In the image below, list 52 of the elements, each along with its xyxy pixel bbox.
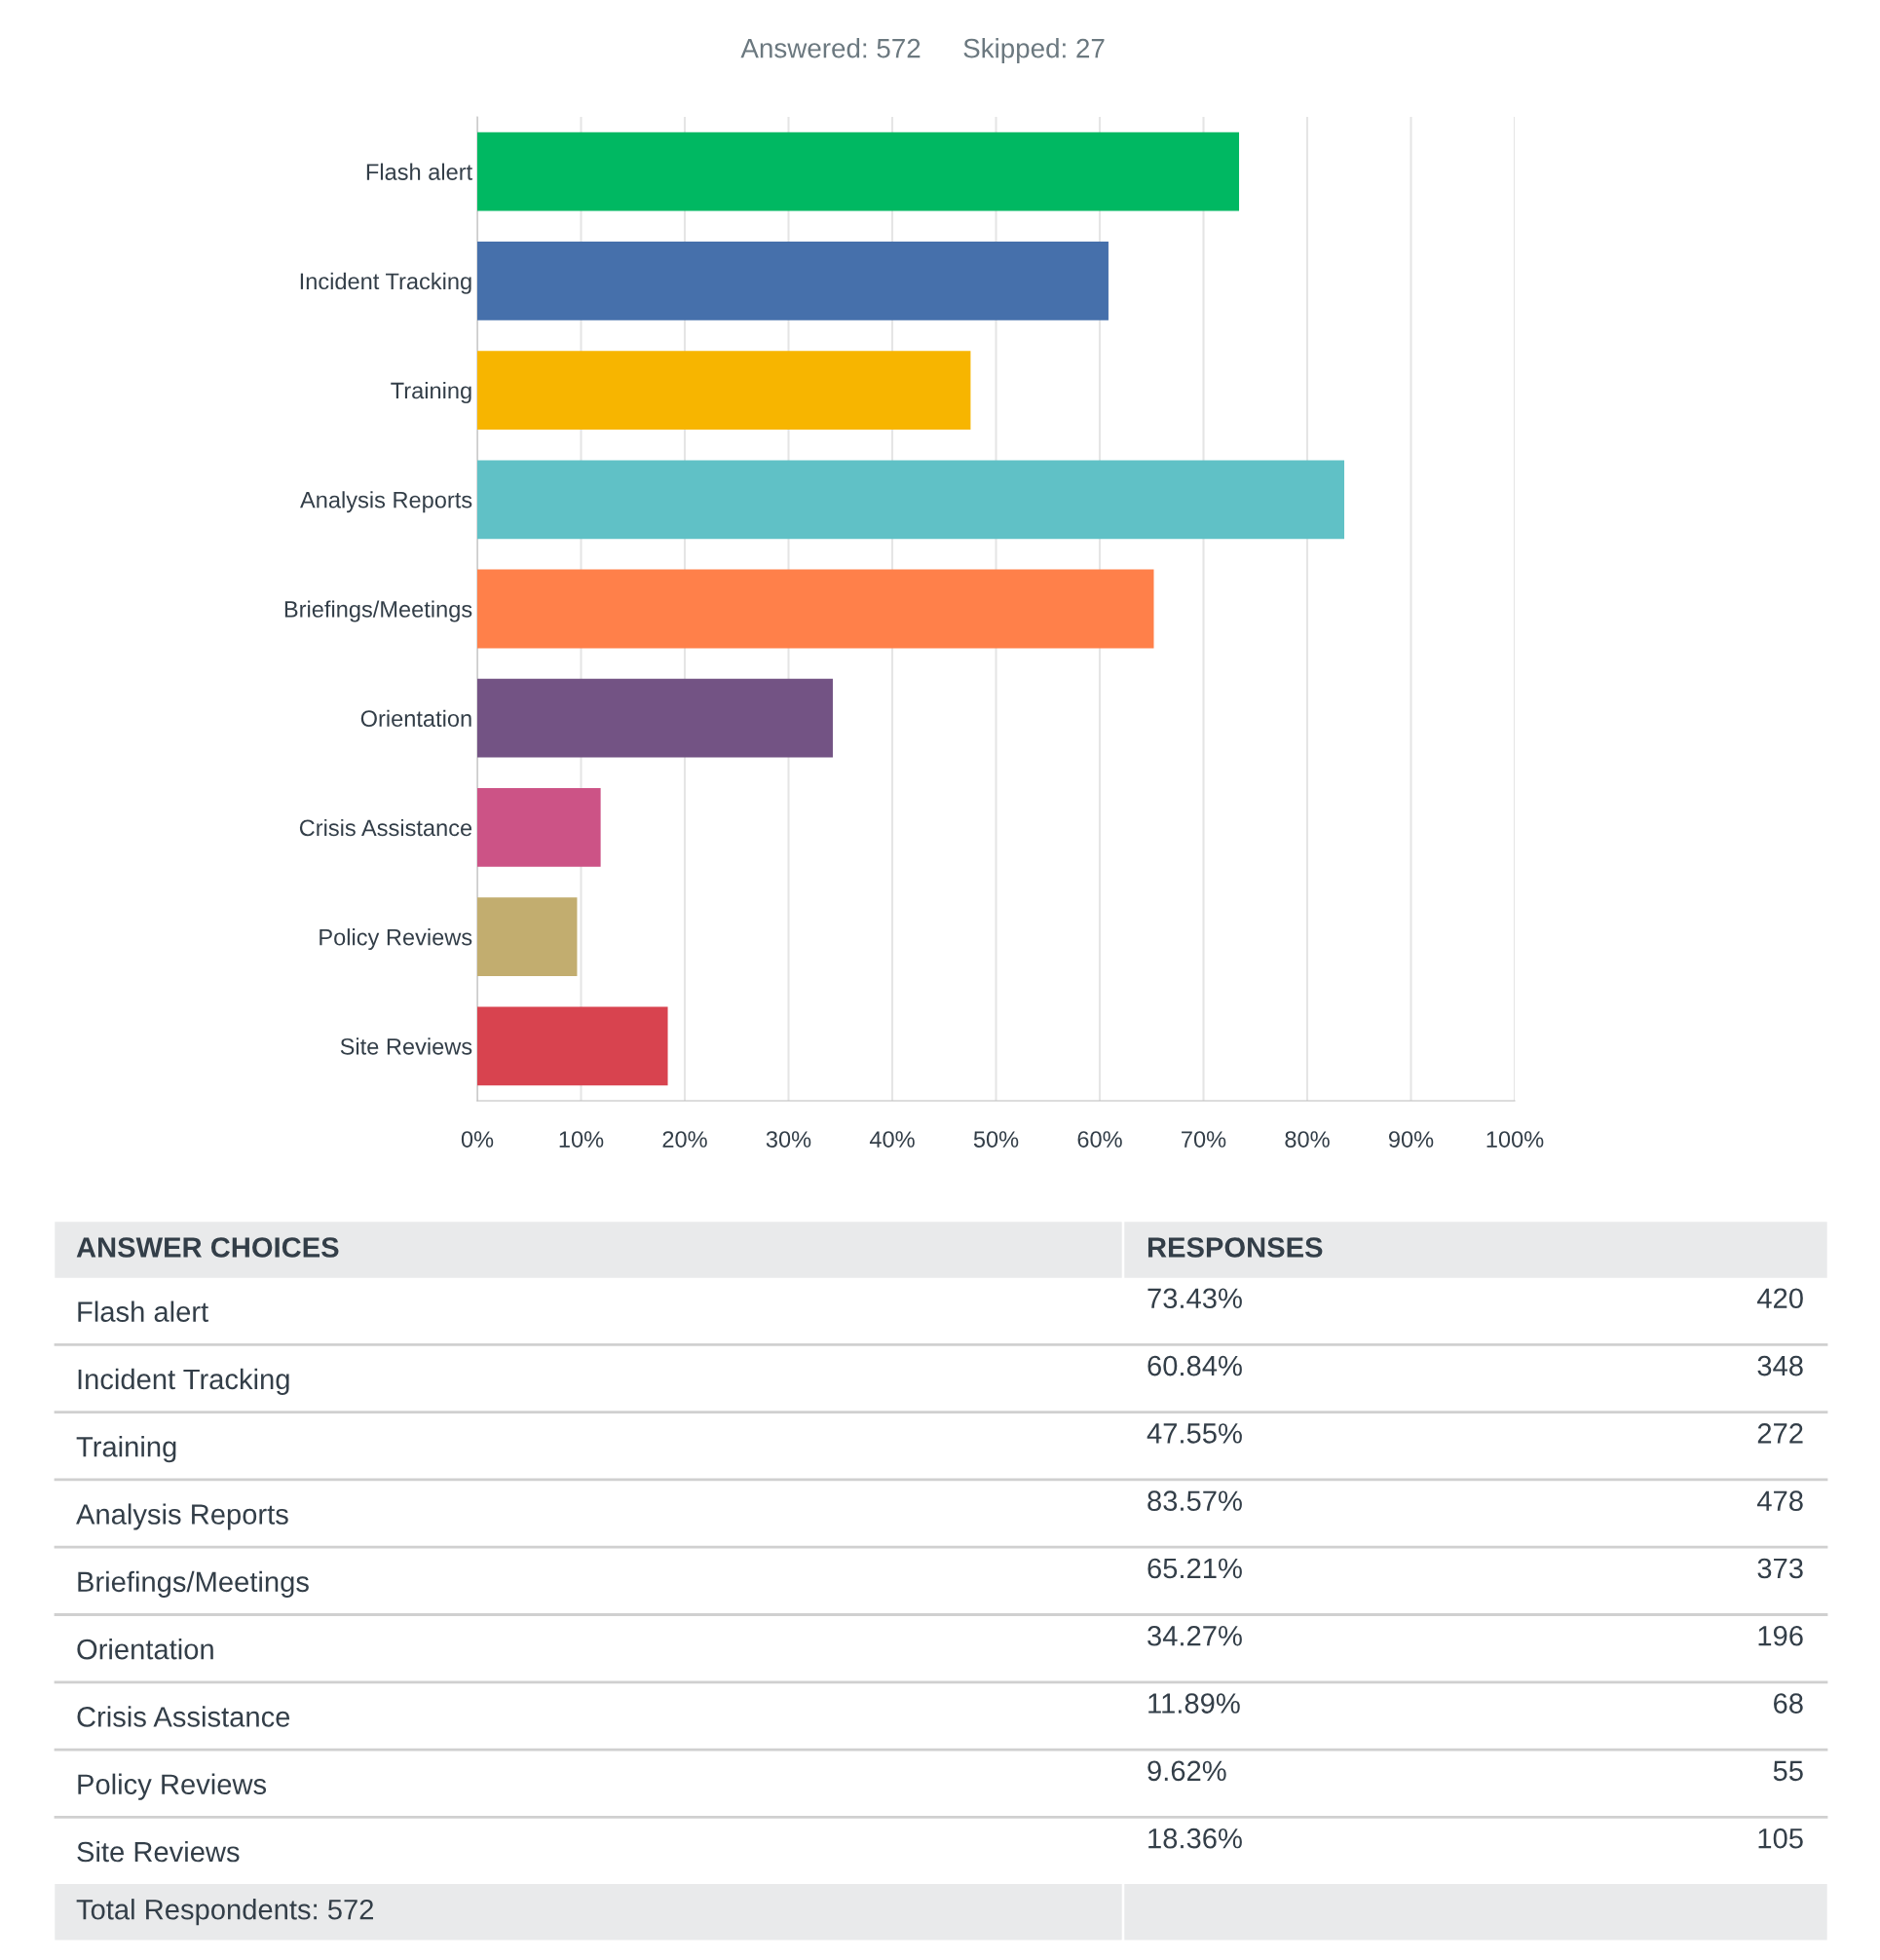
y-tick-label: Policy Reviews bbox=[320, 928, 472, 951]
text: ANSWER CHOICES bbox=[76, 1237, 339, 1258]
y-tick-label: Orientation bbox=[360, 709, 471, 728]
text: 478 bbox=[1757, 1490, 1803, 1511]
x-tick-label: 10% bbox=[559, 1131, 604, 1148]
x-tick-label: 50% bbox=[973, 1131, 1019, 1148]
y-tick-label: Site Reviews bbox=[340, 1037, 472, 1055]
text: 272 bbox=[1757, 1423, 1803, 1444]
category-label: Briefings/Meetings bbox=[78, 1570, 309, 1598]
y-tick-label: Training bbox=[391, 382, 471, 404]
text: 65.21% bbox=[1147, 1558, 1242, 1579]
chart-title: Answered: 572 bbox=[740, 38, 921, 58]
x-tick-label: 90% bbox=[1388, 1131, 1434, 1148]
y-tick-label: Briefings/Meetings bbox=[284, 600, 472, 622]
x-tick-label: 30% bbox=[766, 1131, 811, 1148]
x-tick-label: 20% bbox=[662, 1131, 707, 1148]
category-label: Incident Tracking bbox=[78, 1368, 289, 1396]
category-label: Flash alert bbox=[78, 1300, 208, 1322]
text: 348 bbox=[1757, 1355, 1803, 1376]
x-tick-label: 0% bbox=[461, 1131, 494, 1148]
text: 196 bbox=[1758, 1625, 1803, 1646]
x-tick-label: 80% bbox=[1285, 1131, 1330, 1148]
text: 18.36% bbox=[1148, 1828, 1242, 1849]
category-label: Training bbox=[76, 1436, 176, 1463]
text: 73.43% bbox=[1147, 1288, 1242, 1309]
text: Total Respondents: 572 bbox=[76, 1899, 373, 1926]
text: 47.55% bbox=[1147, 1423, 1242, 1444]
category-label: Analysis Reports bbox=[76, 1503, 288, 1530]
text: 9.62% bbox=[1147, 1760, 1226, 1782]
text: 105 bbox=[1758, 1828, 1803, 1849]
y-tick-label: Crisis Assistance bbox=[299, 818, 472, 837]
text: 55 bbox=[1773, 1760, 1803, 1782]
x-tick-label: 70% bbox=[1182, 1131, 1226, 1148]
text: 60.84% bbox=[1147, 1355, 1242, 1376]
x-tick-label: 40% bbox=[869, 1131, 915, 1148]
y-tick-label: Incident Tracking bbox=[300, 272, 471, 294]
x-tick-label: 60% bbox=[1077, 1131, 1122, 1148]
text: RESPONSES bbox=[1147, 1237, 1323, 1258]
category-label: Policy Reviews bbox=[78, 1773, 267, 1800]
category-label: Orientation bbox=[77, 1639, 213, 1660]
text: 34.27% bbox=[1147, 1625, 1242, 1646]
text: 68 bbox=[1774, 1693, 1803, 1714]
category-label: Site Reviews bbox=[77, 1840, 240, 1863]
y-tick-label: Flash alert bbox=[366, 163, 472, 180]
x-tick-label: 100% bbox=[1486, 1131, 1544, 1148]
text: 83.57% bbox=[1147, 1490, 1242, 1511]
text: 373 bbox=[1757, 1558, 1803, 1579]
text: 11.89% bbox=[1148, 1693, 1240, 1714]
chart-subtitle: Skipped: 27 bbox=[963, 38, 1105, 63]
text: 420 bbox=[1757, 1288, 1803, 1309]
y-tick-label: Analysis Reports bbox=[300, 491, 472, 513]
category-label: Crisis Assistance bbox=[77, 1706, 290, 1727]
